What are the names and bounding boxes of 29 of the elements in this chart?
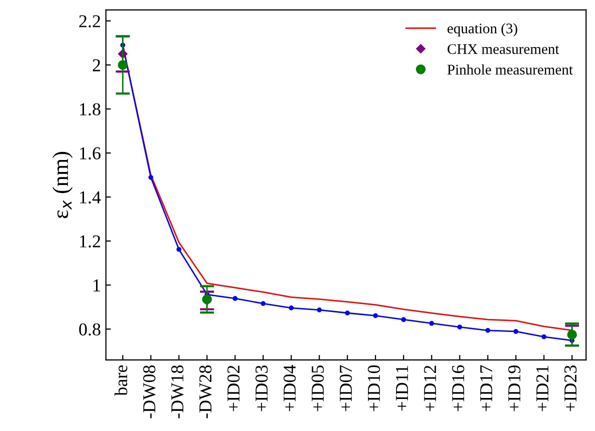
x-tick-label: +ID04: [284, 365, 296, 412]
x-tick-label: +ID17: [480, 365, 492, 412]
x-tick-label: +ID19: [508, 365, 520, 412]
y-tick-label: 1.2: [80, 235, 100, 248]
x-tick-label: -DW28: [199, 365, 212, 418]
y-axis-title: ε$_{x}$ (nm): [52, 152, 73, 218]
y-tick-label: 1.8: [80, 103, 100, 116]
x-tick-label: +ID05: [312, 365, 324, 412]
y-tick-label: 1: [94, 279, 100, 292]
y-tick-label: 1.6: [80, 147, 101, 160]
y-tick-label: 1.4: [80, 191, 101, 204]
x-tick-label: +ID16: [452, 365, 464, 412]
x-tick-label: bare: [114, 365, 128, 396]
legend-label: equation (3): [448, 23, 518, 36]
legend-label: Pinhole measurement: [447, 64, 573, 75]
x-tick-label: -DW08: [143, 365, 156, 418]
y-tick-label: 0.8: [79, 323, 100, 336]
legend-label: CHX measurement: [448, 44, 560, 54]
x-tick-label: +ID07: [340, 365, 352, 412]
y-tick-label: 2: [92, 59, 100, 72]
x-tick-label: +ID03: [255, 365, 268, 412]
x-tick-label: +ID02: [227, 366, 240, 412]
x-tick-label: +ID21: [536, 366, 548, 412]
x-tick-label: +ID10: [368, 365, 380, 412]
x-tick-label: +ID23: [564, 365, 577, 412]
x-tick-label: +ID12: [424, 366, 436, 412]
y-tick-label: 2.2: [79, 15, 100, 28]
x-tick-label: -DW18: [171, 365, 184, 418]
x-tick-label: +ID11: [396, 366, 408, 410]
